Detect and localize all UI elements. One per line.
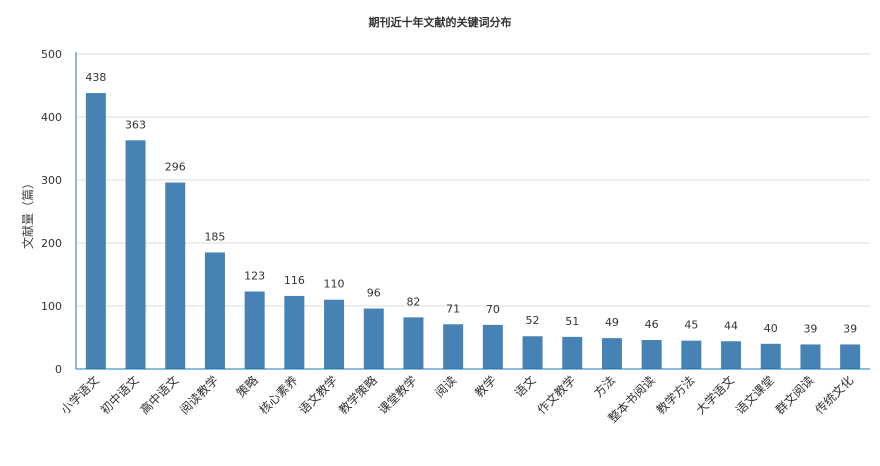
data-label: 45 xyxy=(684,319,698,332)
y-axis-label: 文献量（篇） xyxy=(20,177,35,249)
x-tick-label: 作文教学 xyxy=(534,373,579,418)
data-labels: 438 363 296 185 123 116 110 96 82 71 70 52 51 49 46 45 4… xyxy=(85,71,857,335)
y-tick-label: 200 xyxy=(41,237,62,250)
data-label: 44 xyxy=(724,319,738,332)
x-tick-label: 阅读 xyxy=(432,373,459,400)
bar xyxy=(601,338,622,369)
x-tick-label: 教学方法 xyxy=(653,373,698,418)
x-tick-label: 核心素养 xyxy=(256,373,301,418)
x-tick-label: 语文 xyxy=(511,373,539,401)
bar xyxy=(522,336,543,369)
data-label: 51 xyxy=(565,315,579,328)
x-tick-label: 语文教学 xyxy=(296,373,341,418)
bar xyxy=(125,140,146,369)
x-tick-label: 语文课堂 xyxy=(732,373,777,418)
bar xyxy=(482,324,503,369)
bar xyxy=(284,295,305,369)
bar xyxy=(840,344,861,369)
data-label: 52 xyxy=(526,314,540,327)
data-label: 96 xyxy=(367,287,381,300)
data-label: 185 xyxy=(204,230,225,243)
data-label: 49 xyxy=(605,316,619,329)
bar xyxy=(641,340,662,369)
data-label: 39 xyxy=(803,322,817,335)
data-label: 116 xyxy=(284,274,305,287)
x-tick-label: 传统文化 xyxy=(812,373,857,418)
x-tick-label: 高中语文 xyxy=(137,373,182,418)
x-tick-label: 课堂教学 xyxy=(375,373,420,418)
data-label: 39 xyxy=(843,322,857,335)
data-label: 40 xyxy=(764,322,778,335)
y-tick-label: 100 xyxy=(41,300,62,313)
x-tick-label: 策略 xyxy=(233,373,261,401)
chart-title: 期刊近十年文献的关键词分布 xyxy=(369,15,512,29)
bar xyxy=(443,324,464,369)
y-axis-ticks: 0 100 200 300 400 500 xyxy=(41,48,62,376)
bar xyxy=(721,341,742,369)
x-tick-label: 群文阅读 xyxy=(772,373,817,418)
data-label: 46 xyxy=(645,318,659,331)
bar xyxy=(562,336,583,369)
x-tick-label: 大学语文 xyxy=(693,373,738,418)
data-label: 110 xyxy=(324,278,345,291)
data-label: 71 xyxy=(446,302,460,315)
x-tick-label: 教学 xyxy=(471,373,499,401)
gridlines xyxy=(76,53,870,307)
bar xyxy=(800,344,821,369)
x-tick-label: 教学策略 xyxy=(335,373,380,418)
x-tick-label: 阅读教学 xyxy=(177,373,222,418)
x-tick-label: 方法 xyxy=(590,373,618,401)
data-label: 70 xyxy=(486,303,500,316)
data-label: 82 xyxy=(406,295,420,308)
bar xyxy=(324,299,345,369)
bar xyxy=(760,343,781,369)
x-tick-label: 初中语文 xyxy=(97,373,142,418)
y-tick-label: 400 xyxy=(41,111,62,124)
data-label: 123 xyxy=(244,270,265,283)
bar xyxy=(681,340,702,369)
bar xyxy=(403,317,424,369)
bar xyxy=(244,291,265,369)
data-label: 438 xyxy=(85,71,106,84)
data-label: 296 xyxy=(165,161,186,174)
y-tick-label: 0 xyxy=(55,363,62,376)
bar xyxy=(165,182,186,369)
bar xyxy=(204,252,225,369)
y-tick-label: 300 xyxy=(41,174,62,187)
x-tick-label: 小学语文 xyxy=(57,373,102,418)
data-label: 363 xyxy=(125,118,146,131)
bars xyxy=(85,93,861,369)
y-tick-label: 500 xyxy=(41,48,62,61)
bar xyxy=(363,308,384,369)
bar xyxy=(85,93,106,369)
